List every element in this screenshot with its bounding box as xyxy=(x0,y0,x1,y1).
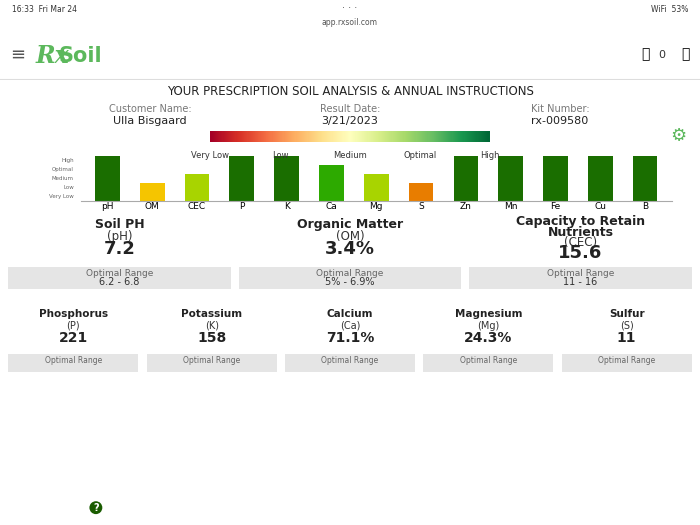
Text: NEED HELP: NEED HELP xyxy=(20,503,77,512)
Bar xyxy=(285,354,415,372)
Text: Nutrients: Nutrients xyxy=(547,226,613,238)
Bar xyxy=(8,354,139,372)
Text: High: High xyxy=(61,158,74,163)
Text: ≡: ≡ xyxy=(10,46,26,64)
Text: rx-009580: rx-009580 xyxy=(531,116,589,126)
Text: 5% - 6.9%: 5% - 6.9% xyxy=(326,277,374,287)
Text: (S): (S) xyxy=(620,321,634,331)
Text: WiFi  53%: WiFi 53% xyxy=(650,5,688,14)
Text: 71.1%: 71.1% xyxy=(326,331,374,345)
Text: 7.2: 7.2 xyxy=(104,240,135,258)
Text: Low: Low xyxy=(63,185,74,190)
Bar xyxy=(274,156,299,201)
Text: Medium: Medium xyxy=(52,176,74,181)
Text: Very Low: Very Low xyxy=(49,194,74,198)
Text: Optimal Range: Optimal Range xyxy=(316,269,384,278)
Text: (P): (P) xyxy=(66,321,80,331)
Text: · · ·: · · · xyxy=(342,3,358,13)
Bar xyxy=(319,165,344,201)
Text: 👤: 👤 xyxy=(681,48,690,61)
Text: (Mg): (Mg) xyxy=(477,321,499,331)
Text: 6.2 - 6.8: 6.2 - 6.8 xyxy=(99,277,140,287)
Text: Optimal Range: Optimal Range xyxy=(547,269,614,278)
Text: (K): (K) xyxy=(204,321,218,331)
Text: Optimal Range: Optimal Range xyxy=(86,269,153,278)
Bar xyxy=(409,183,433,201)
Text: Optimal Range: Optimal Range xyxy=(460,356,517,365)
Text: (Ca): (Ca) xyxy=(340,321,360,331)
Bar xyxy=(424,354,553,372)
Text: High: High xyxy=(480,151,500,160)
Text: app.rxsoil.com: app.rxsoil.com xyxy=(322,18,378,27)
Bar xyxy=(364,174,388,201)
Text: ?: ? xyxy=(93,502,99,513)
Text: (CEC): (CEC) xyxy=(564,236,597,249)
Bar xyxy=(588,156,612,201)
Text: 158: 158 xyxy=(197,331,226,345)
Text: Very Low: Very Low xyxy=(191,151,229,160)
Bar xyxy=(633,156,657,201)
Text: ⚙: ⚙ xyxy=(670,127,686,145)
Text: 221: 221 xyxy=(59,331,88,345)
Bar xyxy=(140,183,164,201)
Text: 🛒: 🛒 xyxy=(640,48,649,61)
Text: Magnesium: Magnesium xyxy=(454,309,522,319)
Text: Soil PH: Soil PH xyxy=(94,218,144,230)
Text: YOUR PRESCRIPTION SOIL ANALYSIS & ANNUAL INSTRUCTIONS: YOUR PRESCRIPTION SOIL ANALYSIS & ANNUAL… xyxy=(167,86,533,98)
Text: 15.6: 15.6 xyxy=(559,244,603,261)
Bar xyxy=(147,354,276,372)
Text: Sulfur: Sulfur xyxy=(609,309,645,319)
Text: Soil: Soil xyxy=(58,46,102,66)
Text: Kit Number:: Kit Number: xyxy=(531,104,589,114)
Text: Optimal: Optimal xyxy=(52,167,74,172)
Text: Optimal: Optimal xyxy=(403,151,437,160)
Bar xyxy=(185,174,209,201)
Text: Low: Low xyxy=(272,151,288,160)
Text: Optimal Range: Optimal Range xyxy=(45,356,102,365)
Text: Phosphorus: Phosphorus xyxy=(38,309,108,319)
Text: Optimal Range: Optimal Range xyxy=(321,356,379,365)
Text: 0: 0 xyxy=(659,50,666,60)
Text: (pH): (pH) xyxy=(106,230,132,243)
Text: Customer Name:: Customer Name: xyxy=(108,104,191,114)
Bar xyxy=(230,156,254,201)
Text: Optimal Range: Optimal Range xyxy=(183,356,240,365)
Text: Optimal Range: Optimal Range xyxy=(598,356,655,365)
Text: 11 - 16: 11 - 16 xyxy=(564,277,598,287)
Bar xyxy=(498,156,523,201)
Text: Rx: Rx xyxy=(35,44,69,68)
Bar xyxy=(239,267,461,289)
Text: Result Date:: Result Date: xyxy=(320,104,380,114)
Text: Calcium: Calcium xyxy=(327,309,373,319)
Text: Capacity to Retain: Capacity to Retain xyxy=(516,215,645,228)
Text: 3/21/2023: 3/21/2023 xyxy=(321,116,379,126)
Bar xyxy=(8,267,230,289)
Text: Ulla Bisgaard: Ulla Bisgaard xyxy=(113,116,187,126)
Text: 3.4%: 3.4% xyxy=(325,240,375,258)
Bar xyxy=(95,156,120,201)
Bar xyxy=(561,354,692,372)
Text: Potassium: Potassium xyxy=(181,309,242,319)
Bar xyxy=(543,156,568,201)
Text: Organic Matter: Organic Matter xyxy=(297,218,403,230)
Text: Medium: Medium xyxy=(333,151,367,160)
Text: 11: 11 xyxy=(617,331,636,345)
Bar xyxy=(470,267,692,289)
Text: 24.3%: 24.3% xyxy=(464,331,512,345)
Text: 16:33  Fri Mar 24: 16:33 Fri Mar 24 xyxy=(12,5,77,14)
Text: (OM): (OM) xyxy=(336,230,364,243)
Bar xyxy=(454,156,478,201)
